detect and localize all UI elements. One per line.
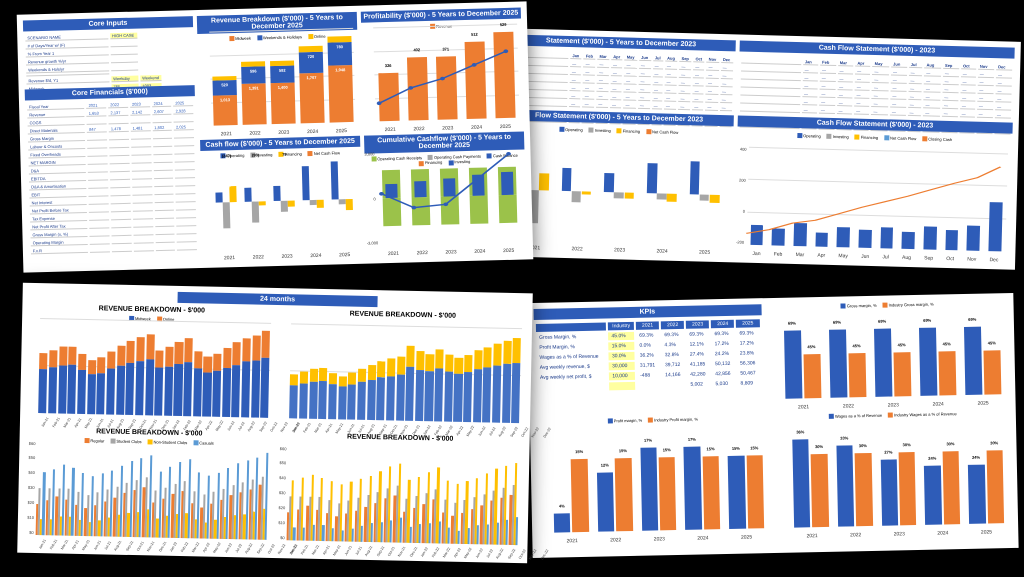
gross-margin-chart: Gross margin, %Industry Gross margin, % … [767,299,1010,411]
monthly-cashflow-chart: OperatingInvestingFinancingNet Cash Flow… [734,130,1013,263]
wages-chart: Wages as a % of RevenueIndustry Wages as… [776,409,1013,540]
sheet-cashflow-statement: Statement ($'000) - 5 Years to December … [495,28,1021,270]
revenue-monthly-chart-1: REVENUE BREAKDOWN - $'000 MidweekOnline … [26,302,276,430]
sheet-core-financials: Core Inputs SCENARIO NAMEHIGH CASE# of D… [17,1,534,272]
revenue-breakdown-chart: Revenue Breakdown ($'000) - 5 Years to D… [197,12,360,138]
profitability-chart: Profitability ($'000) - 5 Years to Decem… [361,8,524,134]
kpi-table: Industry20212022202320242025 Gross Margi… [534,317,763,394]
core-inputs-table: SCENARIO NAMEHIGH CASE# of Days/Year w/ … [23,29,194,89]
cumulative-cashflow-chart: Cumulative Cashflow ($'000) - 5 Years to… [364,131,527,257]
sheet-kpis: KPIs Industry20212022202320242025 Gross … [527,293,1018,558]
revenue-monthly-chart-4: REVENUE BREAKDOWN - $'000 $60$50$40$30$2… [274,430,524,558]
profit-margin-chart: Profit margin, %Industry Profit margin, … [536,414,773,545]
flow-statement-chart: OperatingInvestingFinancingNet Cash Flow… [501,124,733,256]
cashflow-chart: Cash flow ($'000) - 5 Years to December … [200,136,363,262]
core-financials-table: Fiscal Year20212022202320242025Revenue1,… [25,98,199,266]
revenue-monthly-chart-3: REVENUE BREAKDOWN - $'000 RegularStudent… [23,424,273,552]
revenue-monthly-chart-2: REVENUE BREAKDOWN - $'000 Jan-21Feb-21Ma… [277,307,527,435]
sheet-revenue-breakdown-monthly: 24 months REVENUE BREAKDOWN - $'000 Midw… [17,283,533,564]
